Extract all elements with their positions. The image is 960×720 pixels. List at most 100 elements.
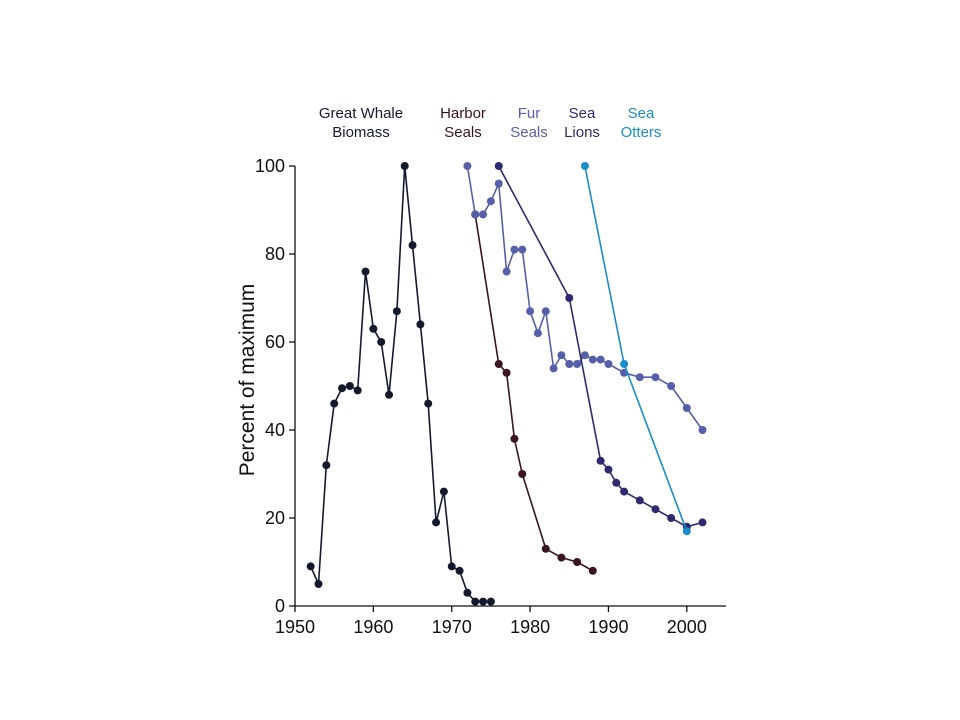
data-point	[369, 324, 378, 333]
data-point	[518, 470, 527, 478]
data-point	[408, 241, 417, 250]
data-point	[596, 355, 605, 364]
data-point	[392, 307, 401, 316]
data-point	[314, 580, 323, 588]
data-point	[541, 544, 550, 553]
data-point	[596, 456, 605, 465]
data-point	[416, 320, 425, 329]
data-point	[502, 267, 511, 276]
series-group	[306, 162, 707, 606]
y-tick-label: 40	[265, 420, 285, 440]
y-tick-label: 60	[265, 332, 285, 352]
x-tick-label: 1990	[588, 617, 628, 637]
data-point	[463, 588, 472, 597]
data-point	[682, 404, 691, 412]
legend: Great Whale Biomass Harbor Seals Fur Seals Sea…	[319, 105, 662, 141]
data-point	[494, 360, 503, 368]
legend-label: Harbor	[440, 105, 486, 122]
legend-label: Sea	[569, 105, 596, 122]
data-point	[588, 566, 597, 575]
data-point	[471, 210, 480, 219]
ticks: 1950 1960 1970 1980 1990 2000 0 20 40 60 80 100	[255, 156, 707, 637]
data-point	[424, 399, 433, 408]
data-point	[345, 382, 354, 390]
y-tick-label: 20	[265, 508, 285, 528]
data-point	[565, 294, 574, 302]
data-point	[573, 558, 582, 566]
data-point	[604, 465, 613, 474]
data-point	[620, 487, 629, 496]
data-point	[502, 368, 511, 377]
legend-label: Fur	[518, 105, 541, 122]
data-point	[455, 566, 464, 575]
series-line	[474, 214, 594, 572]
data-point	[635, 496, 644, 505]
series-line	[466, 165, 704, 431]
x-tick-label: 1970	[432, 617, 472, 637]
legend-label: Seals	[444, 124, 482, 141]
x-tick-label: 2000	[667, 617, 707, 637]
data-point	[330, 399, 339, 408]
data-point	[361, 267, 370, 276]
legend-label: Seals	[510, 124, 548, 141]
y-tick-label: 100	[255, 156, 285, 176]
data-point	[486, 197, 495, 206]
axes: Percent of maximum	[236, 166, 726, 607]
data-point	[667, 514, 676, 522]
series-line	[497, 165, 703, 528]
data-point	[580, 162, 589, 170]
data-point	[385, 390, 394, 399]
data-point	[518, 245, 527, 254]
y-tick-label: 80	[265, 244, 285, 264]
data-point	[651, 373, 660, 382]
data-point	[322, 461, 331, 470]
data-point	[479, 597, 488, 606]
legend-label: Sea	[628, 105, 655, 122]
data-point	[588, 355, 597, 364]
data-point	[439, 487, 448, 496]
data-point	[604, 360, 613, 368]
data-point	[400, 162, 409, 170]
data-point	[494, 162, 503, 170]
x-tick-label: 1950	[275, 617, 315, 637]
data-point	[612, 478, 621, 487]
data-point	[698, 518, 707, 527]
data-point	[510, 245, 519, 254]
data-point	[353, 386, 362, 395]
data-point	[377, 338, 386, 346]
data-point	[682, 527, 691, 536]
series-1	[471, 210, 597, 575]
data-point	[698, 426, 707, 434]
data-point	[549, 364, 558, 373]
data-point	[306, 562, 315, 571]
data-point	[432, 518, 441, 527]
data-point	[565, 360, 574, 368]
y-tick-label: 0	[275, 596, 285, 616]
series-2	[463, 162, 707, 434]
data-point	[338, 384, 347, 393]
data-point	[557, 351, 566, 360]
data-point	[510, 434, 519, 443]
data-point	[479, 210, 488, 219]
data-point	[471, 597, 480, 606]
data-point	[635, 373, 644, 382]
series-3	[494, 162, 707, 531]
data-point	[533, 329, 542, 338]
legend-label: Otters	[621, 124, 662, 141]
data-point	[620, 360, 629, 368]
series-line	[309, 165, 491, 603]
legend-label: Lions	[564, 124, 600, 141]
x-tick-label: 1980	[510, 617, 550, 637]
y-axis-title: Percent of maximum	[236, 284, 259, 477]
data-point	[447, 562, 456, 571]
data-point	[486, 597, 495, 606]
data-point	[541, 307, 550, 316]
data-point	[494, 179, 503, 188]
x-tick-label: 1960	[353, 617, 393, 637]
series-4	[580, 162, 691, 536]
data-point	[526, 307, 535, 316]
legend-label: Biomass	[332, 124, 390, 141]
data-point	[463, 162, 472, 170]
data-point	[580, 351, 589, 360]
legend-label: Great Whale	[319, 105, 403, 122]
